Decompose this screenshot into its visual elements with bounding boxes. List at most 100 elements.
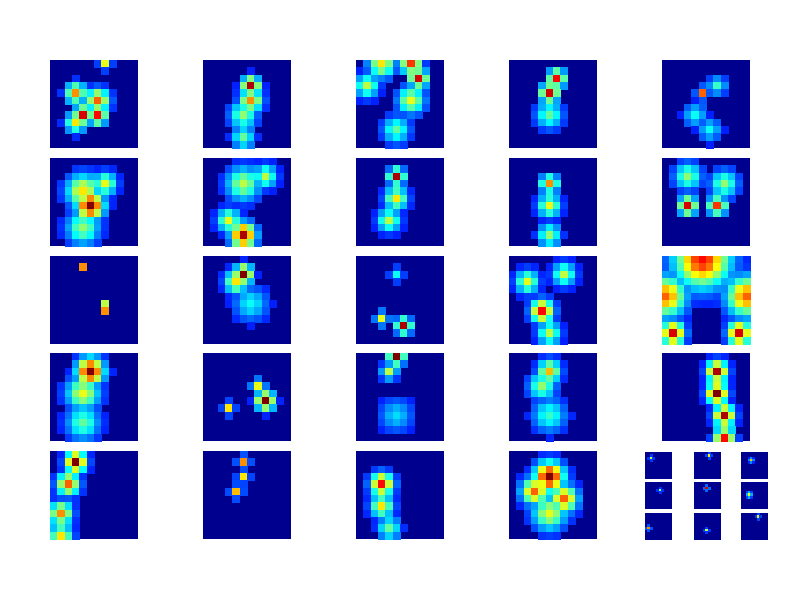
heatmap-cell (247, 89, 255, 98)
heatmap-cell (545, 353, 554, 361)
heatmap-cell (239, 458, 248, 467)
heatmap-cell (254, 285, 263, 294)
heatmap-cell (698, 126, 707, 134)
heatmap-cell (713, 165, 722, 174)
heatmap-cell (378, 314, 386, 323)
heatmap-cell (698, 360, 707, 369)
heatmap-cell (94, 180, 102, 188)
heatmap-cell (713, 270, 722, 279)
heatmap-cell (72, 473, 80, 481)
heatmap-cell (225, 209, 233, 218)
heatmap-cell (698, 263, 707, 272)
heatmap-cell (720, 353, 729, 361)
heatmap-cell (531, 307, 539, 316)
heatmap-cell (378, 187, 386, 196)
heatmap-cell (261, 300, 270, 308)
heatmap-cell (50, 502, 58, 511)
heatmap-cell (531, 231, 539, 240)
heatmap-cell (247, 216, 255, 225)
heatmap-cell (239, 307, 248, 316)
heatmap-cell (94, 224, 102, 232)
heatmap-cell (225, 238, 233, 247)
heatmap-panel-r4-c1 (50, 353, 138, 442)
heatmap-cell (662, 307, 670, 316)
heatmap-cell (407, 202, 416, 210)
heatmap-cell (108, 202, 117, 210)
heatmap-cell (706, 133, 714, 142)
heatmap-cell (707, 454, 711, 458)
heatmap-cell (247, 172, 255, 181)
heatmap-cell (545, 111, 554, 120)
heatmap-cell (370, 524, 379, 533)
heatmap-cell (378, 404, 386, 413)
heatmap-cell (385, 165, 394, 174)
heatmap-cell (64, 202, 73, 210)
heatmap-cell (560, 487, 569, 496)
heatmap-cell (400, 104, 408, 112)
heatmap-cell (57, 524, 66, 533)
heatmap-cell (684, 172, 692, 181)
heatmap-cell (706, 118, 714, 127)
heatmap-cell (560, 524, 569, 533)
heatmap-cell (706, 404, 714, 413)
heatmap-cell (72, 458, 80, 467)
heatmap-cell (392, 322, 401, 330)
heatmap-cell (79, 231, 88, 240)
heatmap-cell (79, 82, 88, 90)
heatmap-cell (392, 495, 401, 503)
heatmap-cell (392, 278, 401, 286)
heatmap-cell (86, 231, 95, 240)
heatmap-cell (553, 389, 561, 398)
heatmap-cell (523, 292, 532, 301)
heatmap-cell (217, 202, 226, 210)
heatmap-cell (647, 526, 651, 530)
heatmap-cell (553, 465, 561, 474)
heatmap-cell (713, 285, 722, 294)
heatmap-cell (538, 126, 547, 134)
heatmap-cell (706, 180, 714, 188)
heatmap-cell (553, 382, 561, 391)
heatmap-cell (662, 292, 670, 301)
heatmap-cell (531, 404, 539, 413)
heatmap-cell (691, 209, 700, 218)
heatmap-cell (378, 517, 386, 525)
heatmap-cell (538, 224, 547, 232)
heatmap-cell (720, 397, 729, 405)
heatmap-cell (735, 285, 744, 294)
heatmap-cell (64, 187, 73, 196)
heatmap-cell (50, 480, 58, 489)
heatmap-cell (378, 495, 386, 503)
heatmap-cell (225, 278, 233, 286)
heatmap-cell (538, 314, 547, 323)
heatmap-cell (676, 322, 685, 330)
heatmap-cell (225, 165, 233, 174)
heatmap-cell (728, 404, 736, 413)
heatmap-cell (545, 411, 554, 420)
heatmap-cell (545, 314, 554, 323)
heatmap-cell (247, 397, 255, 405)
heatmap-cell (363, 82, 372, 90)
heatmap-cell (79, 209, 88, 218)
heatmap-cell (703, 486, 706, 490)
heatmap-cell (567, 465, 576, 474)
heatmap-cell (545, 194, 554, 203)
heatmap-cell (553, 307, 561, 316)
heatmap-cell (560, 336, 569, 345)
heatmap-cell (239, 278, 248, 286)
heatmap-cell (407, 194, 416, 203)
heatmap-cell (392, 96, 401, 105)
heatmap-cell (363, 67, 372, 76)
heatmap-cell (720, 172, 729, 181)
heatmap-cell (225, 202, 233, 210)
heatmap-cell (57, 118, 66, 127)
heatmap-cell (531, 314, 539, 323)
heatmap-panel-r2-c1 (50, 158, 138, 247)
heatmap-cell (728, 180, 736, 188)
heatmap-cell (232, 89, 241, 98)
heatmap-cell (86, 353, 95, 361)
heatmap-cell (79, 202, 88, 210)
heatmap-cell (742, 278, 751, 286)
heatmap-cell (79, 473, 88, 481)
heatmap-cell (553, 314, 561, 323)
